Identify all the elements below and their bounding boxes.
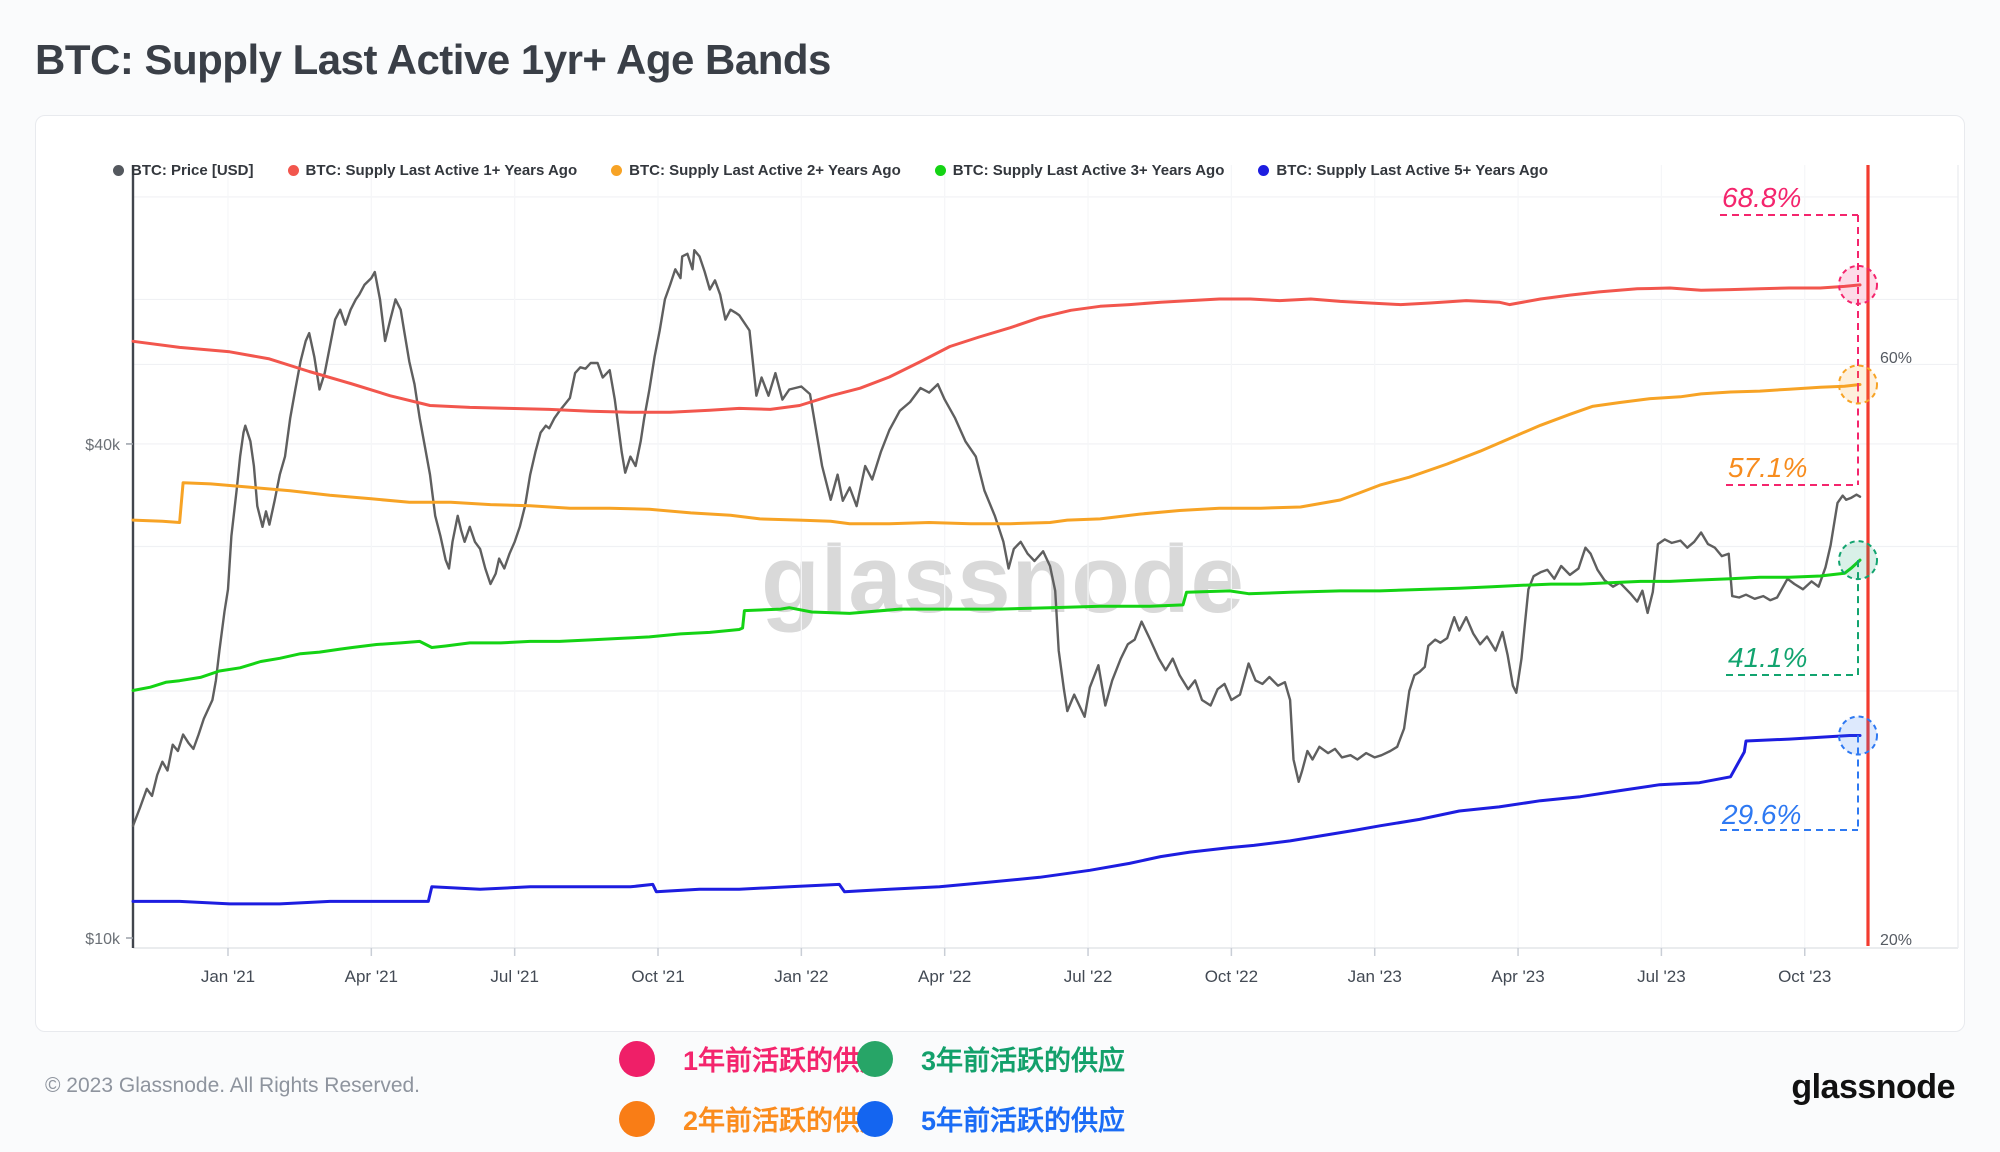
legend-item-0[interactable]: BTC: Price [USD] bbox=[113, 162, 254, 179]
age-band-legend-item-1: 2年前活跃的供应 bbox=[619, 1099, 887, 1138]
legend-item-4[interactable]: BTC: Supply Last Active 5+ Years Ago bbox=[1258, 162, 1548, 179]
endpoint-marker-2 bbox=[1838, 540, 1878, 581]
x-axis-label: Jul '23 bbox=[1637, 967, 1686, 986]
age-band-label: 5年前活跃的供应 bbox=[921, 1106, 1126, 1136]
legend-dot-icon bbox=[611, 165, 623, 176]
legend-dot-icon bbox=[113, 165, 124, 176]
page-title: BTC: Supply Last Active 1yr+ Age Bands bbox=[35, 36, 831, 83]
endpoint-marker-3 bbox=[1838, 715, 1878, 756]
age-band-dot-icon bbox=[619, 1100, 655, 1137]
copyright-note: © 2023 Glassnode. All Rights Reserved. bbox=[45, 1074, 421, 1097]
legend-dot-icon bbox=[934, 165, 946, 176]
age-band-label: 1年前活跃的供应 bbox=[683, 1046, 888, 1076]
age-band-legend-item-3: 5年前活跃的供应 bbox=[857, 1099, 1125, 1138]
endpoint-marker-0 bbox=[1838, 264, 1878, 305]
legend-label: BTC: Price [USD] bbox=[131, 162, 254, 179]
x-axis-label: Apr '23 bbox=[1491, 967, 1544, 986]
annotation-label-2: 41.1% bbox=[1728, 642, 1807, 673]
legend-item-2[interactable]: BTC: Supply Last Active 2+ Years Ago bbox=[611, 162, 901, 179]
price-axis-label: $10k bbox=[85, 931, 121, 948]
legend-label: BTC: Supply Last Active 3+ Years Ago bbox=[952, 162, 1225, 179]
age-band-dot-icon bbox=[857, 1040, 893, 1077]
price-axis-label: $40k bbox=[85, 437, 121, 454]
annotation-label-0: 68.8% bbox=[1722, 182, 1801, 213]
legend-label: BTC: Supply Last Active 2+ Years Ago bbox=[629, 162, 901, 179]
series-line-0 bbox=[131, 248, 1862, 827]
glassnode-logo[interactable]: glassnode bbox=[1791, 1068, 1955, 1106]
glassnode-watermark: glassnode bbox=[761, 526, 1245, 633]
percent-axis-label: 20% bbox=[1880, 932, 1912, 949]
legend-dot-icon bbox=[1258, 165, 1270, 176]
chart-legend: BTC: Price [USD] BTC: Supply Last Active … bbox=[113, 162, 1548, 179]
series-line-3 bbox=[131, 558, 1862, 692]
age-band-legend-item-0: 1年前活跃的供应 bbox=[619, 1039, 887, 1078]
x-axis-label: Jan '21 bbox=[201, 967, 255, 986]
legend-label: BTC: Supply Last Active 5+ Years Ago bbox=[1276, 162, 1549, 179]
percent-axis-label: 60% bbox=[1880, 350, 1912, 367]
x-axis-label: Oct '22 bbox=[1205, 967, 1258, 986]
age-band-dot-icon bbox=[619, 1040, 655, 1077]
chart-card bbox=[35, 115, 1965, 1032]
age-band-dot-icon bbox=[857, 1100, 893, 1137]
x-axis-label: Apr '21 bbox=[345, 967, 398, 986]
legend-dot-icon bbox=[287, 165, 299, 176]
legend-item-1[interactable]: BTC: Supply Last Active 1+ Years Ago bbox=[287, 162, 578, 179]
legend-item-3[interactable]: BTC: Supply Last Active 3+ Years Ago bbox=[934, 162, 1225, 179]
x-axis-label: Jul '22 bbox=[1064, 967, 1113, 986]
annotation-label-1: 57.1% bbox=[1728, 452, 1807, 483]
series-line-1 bbox=[131, 283, 1862, 414]
age-band-legend-item-2: 3年前活跃的供应 bbox=[857, 1039, 1125, 1078]
legend-label: BTC: Supply Last Active 1+ Years Ago bbox=[305, 162, 578, 179]
x-axis-label: Jan '22 bbox=[774, 967, 828, 986]
endpoint-marker-1 bbox=[1838, 364, 1878, 405]
age-band-label: 3年前活跃的供应 bbox=[921, 1046, 1126, 1076]
x-axis-label: Jan '23 bbox=[1348, 967, 1402, 986]
age-band-label: 2年前活跃的供应 bbox=[683, 1106, 888, 1136]
x-axis-label: Oct '23 bbox=[1778, 967, 1831, 986]
series-line-2 bbox=[131, 383, 1862, 526]
x-axis-label: Apr '22 bbox=[918, 967, 971, 986]
x-axis-label: Jul '21 bbox=[490, 967, 539, 986]
x-axis-label: Oct '21 bbox=[631, 967, 684, 986]
annotation-label-3: 29.6% bbox=[1721, 799, 1801, 830]
series-line-4 bbox=[131, 734, 1862, 906]
